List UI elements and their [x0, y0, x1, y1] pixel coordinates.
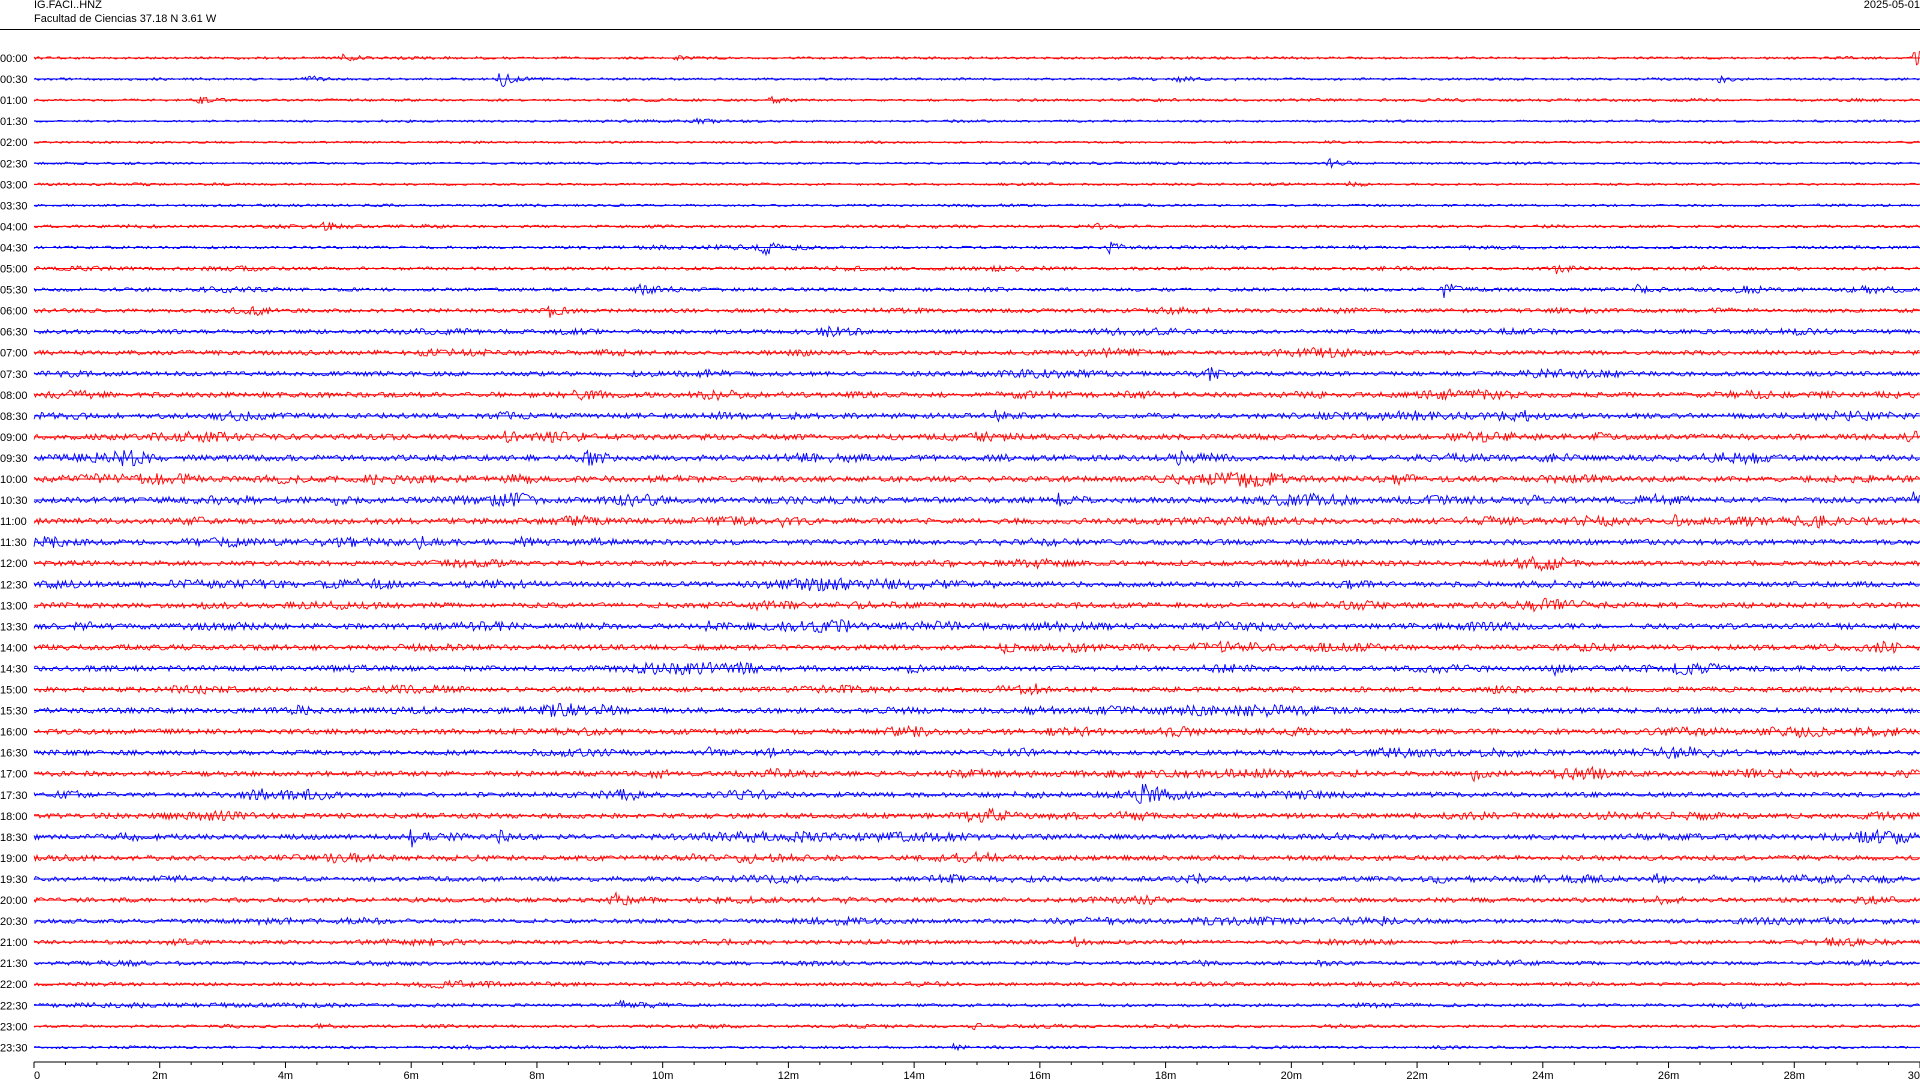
- row-label: 17:30: [0, 790, 28, 802]
- row-label: 12:00: [0, 558, 28, 570]
- row-label: 07:30: [0, 369, 28, 381]
- trace-0530: [33, 283, 1920, 298]
- x-tick-label: 4m: [278, 1070, 293, 1080]
- row-label: 17:00: [0, 769, 28, 781]
- trace-1000: [33, 470, 1920, 488]
- x-tick-label: 24m: [1532, 1070, 1553, 1080]
- row-label: 19:00: [0, 853, 28, 865]
- row-label: 13:30: [0, 621, 28, 633]
- trace-1100: [33, 513, 1920, 529]
- row-label: 16:30: [0, 748, 28, 760]
- trace-2230: [33, 999, 1920, 1010]
- x-tick-label: 18m: [1155, 1070, 1176, 1080]
- row-label: 18:30: [0, 832, 28, 844]
- row-label: 12:30: [0, 579, 28, 591]
- trace-0600: [33, 305, 1920, 318]
- x-tick-label: 14m: [903, 1070, 924, 1080]
- row-label: 10:30: [0, 495, 28, 507]
- row-label: 02:30: [0, 158, 28, 170]
- row-label: 05:30: [0, 285, 28, 297]
- row-label: 20:30: [0, 916, 28, 928]
- trace-1700: [33, 765, 1920, 783]
- row-label: 11:00: [0, 516, 27, 528]
- row-label: 15:00: [0, 685, 28, 697]
- x-tick-label: 30: [1908, 1070, 1920, 1080]
- row-label: 14:30: [0, 663, 28, 675]
- row-label: 05:00: [0, 264, 28, 276]
- row-label: 11:30: [0, 537, 27, 549]
- row-label: 23:00: [0, 1021, 28, 1033]
- trace-2100: [33, 936, 1920, 948]
- trace-1830: [33, 828, 1920, 848]
- row-label: 18:00: [0, 811, 28, 823]
- row-label: 21:30: [0, 958, 28, 970]
- row-label: 06:00: [0, 306, 28, 318]
- trace-1930: [33, 872, 1920, 885]
- row-label: 03:30: [0, 200, 28, 212]
- row-label: 06:30: [0, 327, 28, 339]
- trace-group: [33, 50, 1920, 1052]
- row-label: 04:00: [0, 221, 28, 233]
- row-label: 21:00: [0, 937, 28, 949]
- time-axis: 0 2m 4m 6m 8m 10m 12m 14m 16m 18m 20m 22m 24m 26m 28m 3…: [33, 1061, 1920, 1080]
- row-label: 09:00: [0, 432, 28, 444]
- row-label: 15:30: [0, 706, 28, 718]
- station-code: IG.FACI..HNZ: [34, 0, 102, 11]
- trace-0900: [33, 430, 1920, 444]
- row-label: 16:00: [0, 727, 28, 739]
- row-label: 07:00: [0, 348, 28, 360]
- trace-0500: [33, 264, 1920, 275]
- row-label: 22:30: [0, 1000, 28, 1012]
- trace-1730: [33, 783, 1920, 804]
- x-tick-label: 26m: [1658, 1070, 1679, 1080]
- row-label: 22:00: [0, 979, 28, 991]
- row-label: 13:00: [0, 600, 28, 612]
- trace-1130: [33, 535, 1920, 551]
- row-label: 00:30: [0, 74, 28, 86]
- record-date: 2025-05-01: [1863, 0, 1920, 11]
- row-label: 20:00: [0, 895, 28, 907]
- x-tick-label: 16m: [1029, 1070, 1050, 1080]
- x-tick-label: 0: [34, 1070, 40, 1080]
- row-label: 08:30: [0, 411, 28, 423]
- row-label: 19:30: [0, 874, 28, 886]
- row-label: 00:00: [0, 53, 28, 65]
- row-label: 10:00: [0, 474, 28, 486]
- trace-2000: [33, 891, 1920, 906]
- header-divider: [0, 29, 1920, 30]
- trace-0430: [33, 241, 1920, 257]
- row-label: 09:30: [0, 453, 28, 465]
- trace-1900: [33, 850, 1920, 864]
- x-tick-label: 28m: [1784, 1070, 1805, 1080]
- x-tick-label: 6m: [404, 1070, 419, 1080]
- x-tick-label: 8m: [529, 1070, 544, 1080]
- trace-1030: [33, 491, 1920, 508]
- x-tick-label: 20m: [1281, 1070, 1302, 1080]
- row-label: 02:00: [0, 137, 28, 149]
- x-tick-label: 12m: [778, 1070, 799, 1080]
- x-tick-label: 10m: [652, 1070, 673, 1080]
- row-label: 04:30: [0, 242, 28, 254]
- row-label: 08:00: [0, 390, 28, 402]
- trace-0630: [33, 325, 1920, 338]
- trace-0030: [33, 73, 1920, 88]
- row-label-group: 00:00 00:30 01:00 01:30 02:00 02:30 03:00 03:30…: [0, 53, 28, 1054]
- row-label: 03:00: [0, 179, 28, 191]
- x-tick-label: 2m: [152, 1070, 167, 1080]
- row-label: 23:30: [0, 1042, 28, 1054]
- x-tick-label: 22m: [1406, 1070, 1427, 1080]
- station-location: Facultad de Ciencias 37.18 N 3.61 W: [34, 13, 217, 25]
- row-label: 01:30: [0, 116, 28, 128]
- row-label: 14:00: [0, 642, 28, 654]
- trace-1800: [33, 807, 1920, 824]
- row-label: 01:00: [0, 95, 28, 107]
- trace-0830: [33, 409, 1920, 423]
